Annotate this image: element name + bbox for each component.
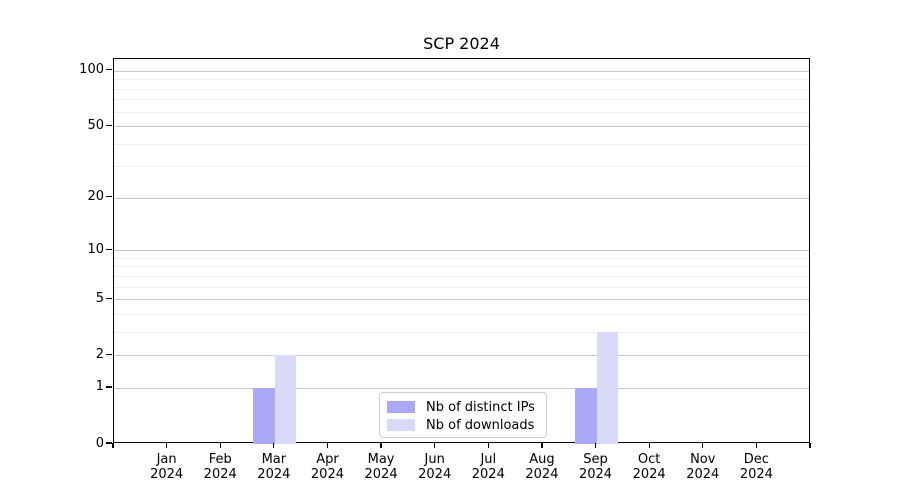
x-tick-mark (166, 443, 168, 448)
x-tick-mark (112, 443, 114, 448)
x-tick-mark (809, 443, 811, 448)
chart-title: SCP 2024 (423, 34, 500, 53)
x-tick-label: Mar 2024 (257, 452, 291, 482)
y-tick-label: 100 (79, 62, 104, 78)
legend-swatch-downloads (387, 419, 415, 431)
gridline-major (114, 387, 809, 389)
x-tick-mark (541, 443, 543, 448)
x-tick-mark (594, 443, 597, 448)
legend-item-distinct-ips: Nb of distinct IPs (387, 398, 539, 416)
x-tick-mark (380, 443, 382, 448)
x-tick-label: Jul 2024 (471, 452, 505, 482)
gridline-minor (114, 257, 809, 259)
bar-downloads (274, 355, 297, 444)
x-tick-mark (755, 443, 757, 448)
x-tick-label: Apr 2024 (310, 452, 344, 482)
y-tick-mark (106, 69, 112, 71)
gridline-minor (114, 143, 809, 145)
legend-label-downloads: Nb of downloads (426, 417, 535, 433)
gridline-minor (114, 88, 809, 90)
gridline-minor (114, 79, 809, 81)
y-tick-label: 10 (87, 241, 104, 257)
y-tick-mark (106, 124, 112, 126)
y-tick-mark (106, 248, 112, 250)
gridline-minor (114, 166, 809, 168)
gridline-minor (114, 331, 809, 333)
gridline-minor (114, 313, 809, 315)
y-tick-label: 20 (87, 189, 104, 205)
y-tick-label: 1 (95, 379, 104, 395)
legend: Nb of distinct IPs Nb of downloads (379, 392, 547, 438)
legend-item-downloads: Nb of downloads (387, 416, 539, 434)
x-tick-mark (702, 443, 704, 448)
x-tick-label: Jun 2024 (418, 452, 452, 482)
gridline-major (114, 197, 809, 199)
gridline-major (114, 126, 809, 128)
x-tick-label: Aug 2024 (525, 452, 559, 482)
y-tick-mark (106, 442, 112, 444)
bar-distinct-ips (253, 387, 275, 444)
y-tick-mark (106, 353, 112, 355)
x-tick-mark (219, 443, 221, 448)
gridline-minor (114, 99, 809, 101)
x-tick-label: May 2024 (364, 452, 398, 482)
x-tick-mark (648, 443, 650, 448)
y-tick-label: 5 (95, 290, 104, 306)
gridline-major (114, 355, 809, 357)
y-tick-label: 50 (87, 117, 104, 133)
bar-distinct-ips (575, 387, 597, 444)
y-tick-mark (106, 386, 112, 388)
y-tick-mark (106, 297, 112, 299)
x-tick-label: Feb 2024 (203, 452, 237, 482)
x-tick-label: Oct 2024 (632, 452, 666, 482)
gridline-minor (114, 275, 809, 277)
gridline-major (114, 250, 809, 252)
y-tick-label: 2 (95, 346, 104, 362)
plot-area: Nb of distinct IPs Nb of downloads (113, 58, 810, 444)
y-tick-label: 0 (95, 435, 104, 451)
x-tick-label: Jan 2024 (150, 452, 184, 482)
legend-swatch-distinct-ips (387, 401, 415, 413)
x-tick-mark (273, 443, 275, 448)
x-tick-label: Sep 2024 (578, 452, 613, 482)
gridline-major (114, 70, 809, 72)
x-tick-mark (326, 443, 329, 448)
y-tick-mark (106, 196, 112, 198)
gridline-minor (114, 286, 809, 288)
gridline-minor (114, 111, 809, 113)
legend-label-distinct-ips: Nb of distinct IPs (426, 399, 535, 415)
x-tick-mark (487, 443, 489, 448)
gridline-major (114, 299, 809, 301)
x-tick-label: Nov 2024 (686, 452, 720, 482)
x-tick-mark (434, 443, 436, 448)
x-tick-label: Dec 2024 (739, 452, 773, 482)
bar-downloads (596, 331, 618, 444)
gridline-minor (114, 266, 809, 268)
